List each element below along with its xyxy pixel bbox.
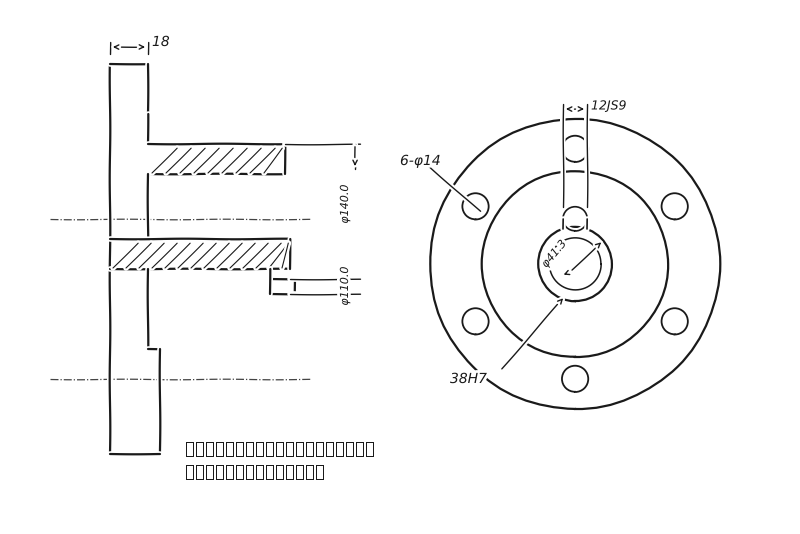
Text: 18: 18 xyxy=(152,35,170,49)
Text: 同じように作図してください。: 同じように作図してください。 xyxy=(185,463,325,481)
Text: 凸と凹で組み合さるように。凹の部品も。: 凸と凹で組み合さるように。凹の部品も。 xyxy=(185,440,375,458)
Text: φ140.0: φ140.0 xyxy=(340,184,350,224)
Text: φ110.0: φ110.0 xyxy=(340,266,350,305)
Text: 38H7: 38H7 xyxy=(450,372,487,386)
Text: 12JS9: 12JS9 xyxy=(591,99,626,113)
Text: φ41.3: φ41.3 xyxy=(540,239,568,270)
Text: 6-φ14: 6-φ14 xyxy=(400,154,441,168)
